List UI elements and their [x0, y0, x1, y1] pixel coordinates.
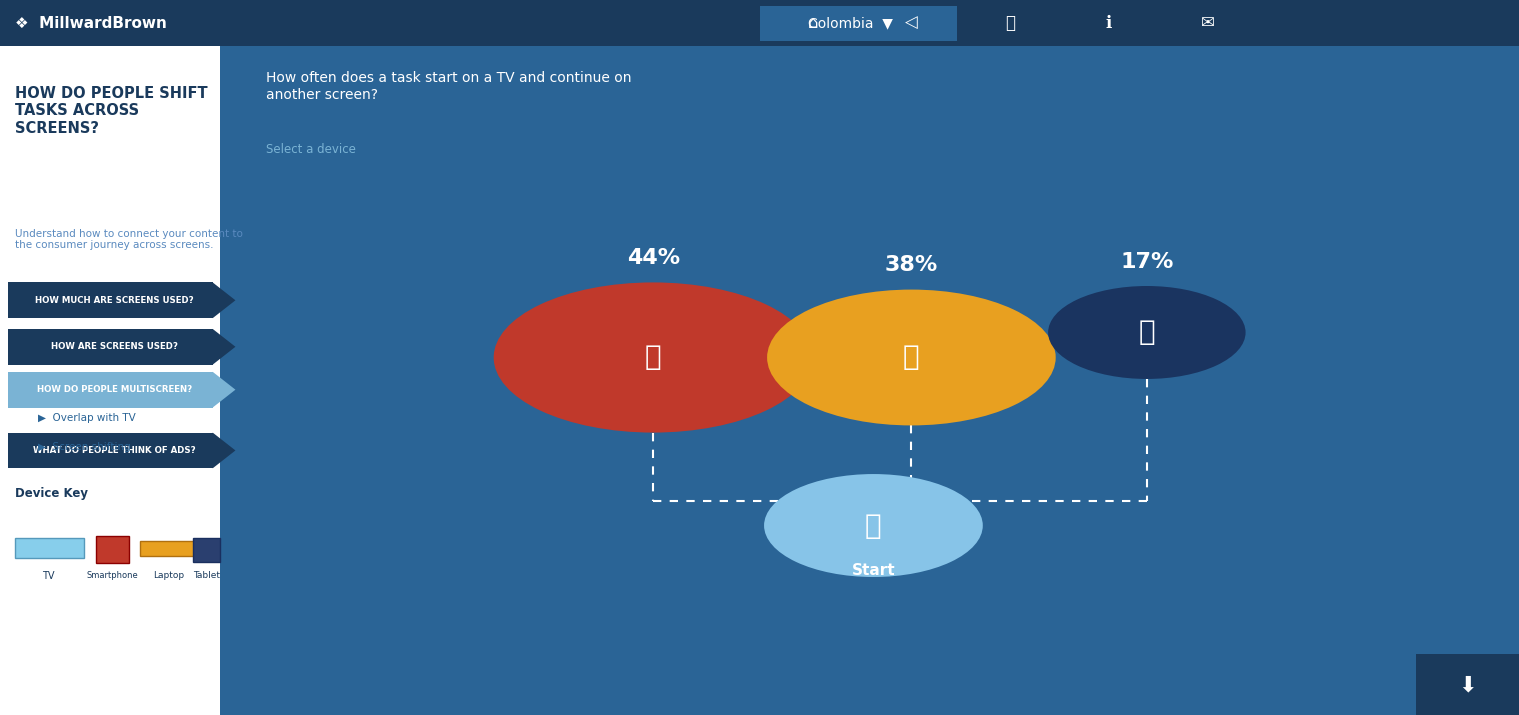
Text: Colombia  ▼: Colombia ▼	[808, 16, 893, 30]
FancyBboxPatch shape	[1416, 654, 1519, 715]
Text: 38%: 38%	[884, 255, 939, 275]
Polygon shape	[213, 282, 235, 318]
Polygon shape	[213, 329, 235, 365]
Text: 💻: 💻	[904, 343, 919, 372]
Text: Device Key: Device Key	[15, 487, 88, 500]
Text: ◁: ◁	[905, 14, 917, 32]
Text: Select a device: Select a device	[266, 143, 355, 156]
Text: WHAT DO PEOPLE THINK OF ADS?: WHAT DO PEOPLE THINK OF ADS?	[33, 446, 196, 455]
FancyBboxPatch shape	[193, 538, 220, 562]
FancyBboxPatch shape	[8, 372, 213, 408]
Text: 🖥: 🖥	[866, 511, 881, 540]
Text: ▶  Overlap with TV: ▶ Overlap with TV	[38, 413, 135, 423]
Text: HOW MUCH ARE SCREENS USED?: HOW MUCH ARE SCREENS USED?	[35, 296, 194, 305]
Circle shape	[767, 290, 1056, 425]
Text: 📖: 📖	[1006, 14, 1015, 32]
Text: ✉: ✉	[1200, 14, 1215, 32]
Text: ℹ: ℹ	[1106, 14, 1112, 32]
Polygon shape	[213, 433, 235, 468]
FancyBboxPatch shape	[8, 282, 213, 318]
Text: HOW DO PEOPLE SHIFT
TASKS ACROSS
SCREENS?: HOW DO PEOPLE SHIFT TASKS ACROSS SCREENS…	[15, 86, 208, 136]
Text: Tablet: Tablet	[193, 571, 220, 580]
Text: HOW ARE SCREENS USED?: HOW ARE SCREENS USED?	[52, 342, 178, 351]
Text: 44%: 44%	[627, 248, 679, 268]
Text: Understand how to connect your content to
the consumer journey across screens.: Understand how to connect your content t…	[15, 229, 243, 250]
Text: ⬇: ⬇	[1458, 675, 1476, 695]
Text: Laptop: Laptop	[153, 571, 184, 580]
FancyBboxPatch shape	[0, 0, 1519, 46]
Text: HOW DO PEOPLE MULTISCREEN?: HOW DO PEOPLE MULTISCREEN?	[36, 385, 193, 394]
Text: Start: Start	[852, 563, 895, 578]
Text: How often does a task start on a TV and continue on
another screen?: How often does a task start on a TV and …	[266, 72, 632, 102]
FancyBboxPatch shape	[0, 46, 220, 715]
Text: ▶  Screen shifting: ▶ Screen shifting	[38, 442, 131, 452]
Polygon shape	[213, 372, 235, 408]
Text: Smartphone: Smartphone	[87, 571, 138, 580]
Text: 📟: 📟	[1139, 318, 1154, 347]
FancyBboxPatch shape	[8, 433, 213, 468]
Circle shape	[764, 474, 983, 577]
FancyBboxPatch shape	[140, 541, 197, 556]
FancyBboxPatch shape	[760, 6, 957, 41]
FancyBboxPatch shape	[96, 536, 129, 563]
Circle shape	[1048, 286, 1246, 379]
Text: TV: TV	[43, 571, 55, 581]
Text: 📱: 📱	[646, 343, 661, 372]
Text: ❖  MillwardBrown: ❖ MillwardBrown	[15, 16, 167, 31]
Text: ⌂: ⌂	[808, 14, 817, 32]
FancyBboxPatch shape	[15, 538, 84, 558]
FancyBboxPatch shape	[8, 329, 213, 365]
Text: 17%: 17%	[1120, 252, 1174, 272]
Circle shape	[494, 282, 813, 433]
